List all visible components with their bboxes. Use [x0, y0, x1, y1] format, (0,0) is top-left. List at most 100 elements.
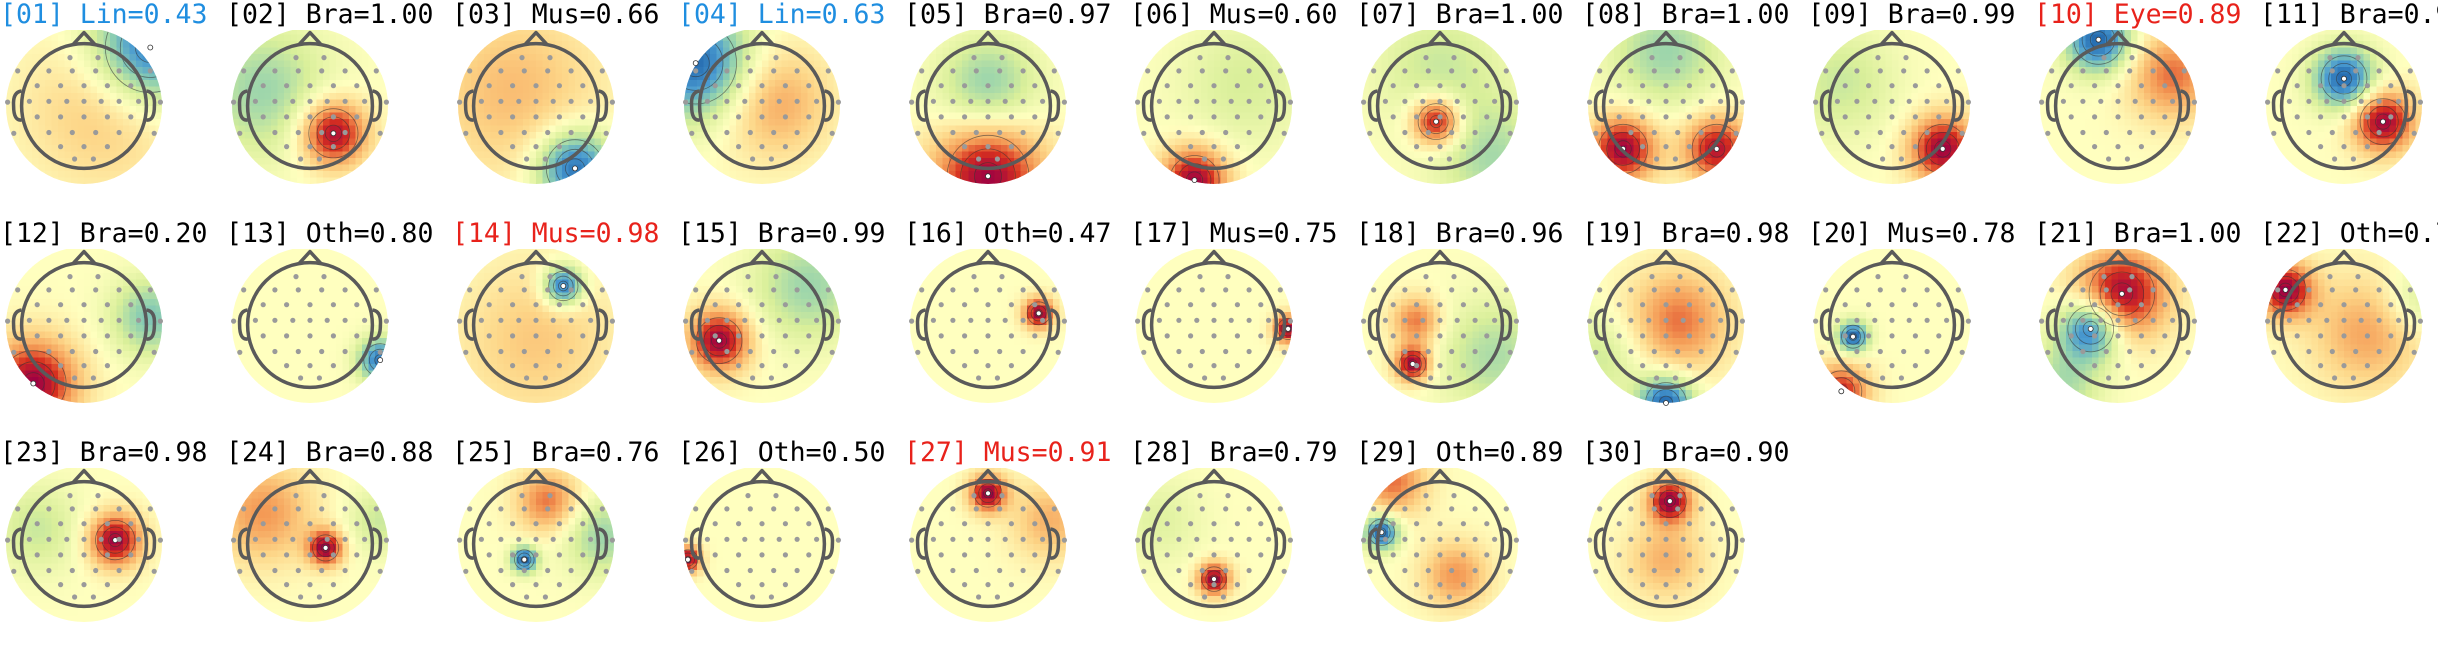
sensor-dot	[759, 363, 765, 369]
sensor-dot	[794, 567, 800, 574]
sensor-dot	[997, 68, 1003, 74]
sensor-dot	[794, 317, 800, 323]
sensor-dot	[782, 114, 788, 120]
sensor-dot	[1924, 287, 1930, 293]
sensor-dot	[580, 114, 586, 120]
sensor-dot	[1437, 83, 1443, 89]
sensor-dot	[1428, 594, 1434, 600]
component-17: [17] Mus=0.75	[1130, 219, 1352, 439]
left-ear-outline	[1593, 527, 1604, 560]
sensor-dot	[909, 537, 915, 543]
sensor-dot	[1390, 552, 1396, 558]
sensor-dot	[2092, 144, 2098, 150]
sensor-dot	[1877, 348, 1883, 355]
sensor-dot	[373, 287, 379, 293]
sensor-dot	[550, 536, 556, 542]
sensor-dot	[307, 536, 313, 542]
nose-outline	[1879, 249, 1905, 265]
sensor-dot	[1880, 375, 1886, 381]
sensor-dot	[1164, 521, 1170, 527]
sensor-dot	[116, 348, 122, 355]
sensor-dot	[1020, 68, 1026, 74]
sensor-dot	[1710, 552, 1716, 558]
sensor-dot	[1449, 287, 1455, 293]
left-ear-outline	[1367, 308, 1378, 341]
sensor-dot	[354, 333, 360, 339]
sensor-dot	[67, 274, 73, 280]
sensor-dot	[2132, 98, 2138, 104]
sensor-dot	[1875, 274, 1881, 280]
sensor-dot	[968, 98, 974, 104]
sensor-dot	[994, 375, 1000, 381]
sensor-dot	[1020, 317, 1026, 323]
peak-marker	[377, 357, 384, 363]
sensor-dot	[1492, 98, 1498, 104]
sensor-dot	[1199, 129, 1205, 136]
sensor-dot	[599, 506, 605, 512]
sensor-dot	[467, 68, 473, 74]
topomap	[683, 249, 841, 403]
component-23: [23] Bra=0.98	[0, 438, 222, 658]
component-label: [01] Lin=0.43	[0, 0, 208, 30]
sensor-dot	[319, 567, 325, 574]
contour-line	[119, 30, 162, 78]
sensor-dot	[542, 594, 548, 600]
sensor-dot	[58, 582, 64, 588]
sensor-dot	[81, 582, 87, 588]
sensor-dot	[1460, 83, 1466, 89]
sensor-dot	[724, 68, 730, 74]
sensor-dot	[2115, 144, 2121, 150]
sensor-dot	[1211, 98, 1217, 104]
sensor-dot	[1420, 98, 1426, 104]
sensor-dot	[1877, 68, 1883, 74]
right-ear-outline	[2180, 308, 2191, 341]
left-ear-outline	[1141, 308, 1152, 341]
sensor-dot	[330, 582, 336, 588]
sensor-dot	[747, 567, 753, 574]
sensor-dot	[806, 114, 812, 120]
sensor-dot	[2115, 363, 2121, 369]
sensor-dot	[2388, 83, 2394, 89]
sensor-dot	[1199, 287, 1205, 293]
sensor-dot	[93, 506, 99, 512]
sensor-dot	[128, 333, 134, 339]
sensor-dot	[962, 363, 968, 369]
component-03: [03] Mus=0.66	[452, 0, 674, 220]
sensor-dot	[736, 333, 742, 339]
sensor-dot	[1597, 287, 1603, 293]
sensor-dot	[609, 318, 615, 324]
sensor-dot	[550, 98, 556, 104]
sensor-dot	[1428, 375, 1434, 381]
sensor-dot	[34, 521, 40, 527]
sensor-dot	[147, 506, 153, 512]
sensor-dot	[782, 333, 788, 339]
sensor-dot	[533, 144, 539, 150]
sensor-dot	[806, 302, 812, 308]
sensor-dot	[1889, 363, 1895, 369]
sensor-dot	[11, 130, 17, 136]
sensor-dot	[46, 98, 52, 104]
sensor-dot	[1460, 363, 1466, 369]
sensor-dot	[724, 98, 730, 104]
sensor-dot	[2181, 68, 2187, 74]
sensor-dot	[971, 55, 977, 61]
sensor-dot	[2353, 348, 2359, 355]
sensor-dot	[1446, 594, 1452, 600]
sensor-dot	[1246, 536, 1252, 542]
sensor-dot	[2388, 114, 2394, 120]
sensor-dot	[272, 348, 278, 355]
sensor-dot	[712, 333, 718, 339]
sensor-dot	[776, 317, 782, 323]
sensor-dot	[298, 594, 304, 600]
sensor-dot	[759, 536, 765, 542]
sensor-dot	[1234, 114, 1240, 120]
sensor-dot	[463, 568, 469, 574]
sensor-dot	[1854, 129, 1860, 136]
sensor-dot	[1503, 287, 1509, 293]
sensor-dot	[1425, 567, 1431, 574]
sensor-dot	[568, 567, 574, 574]
sensor-dot	[1710, 302, 1716, 308]
sensor-dot	[1906, 98, 1912, 104]
nose-outline	[1653, 249, 1679, 265]
